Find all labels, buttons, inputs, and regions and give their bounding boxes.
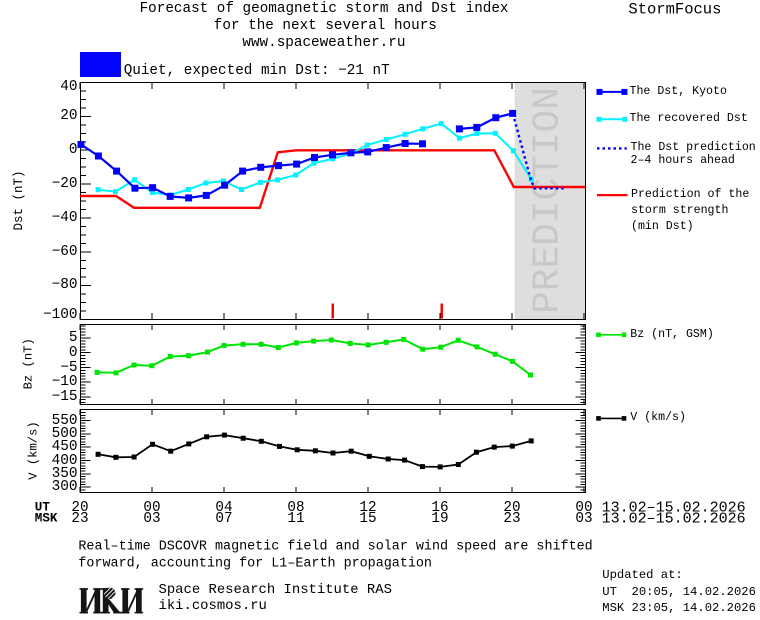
- svg-text:Dst (nT): Dst (nT): [12, 170, 26, 230]
- svg-text:V (km/s): V (km/s): [27, 421, 41, 480]
- svg-text:PREDICTION: PREDICTION: [528, 87, 570, 314]
- svg-text:Bz (nT): Bz (nT): [22, 338, 36, 389]
